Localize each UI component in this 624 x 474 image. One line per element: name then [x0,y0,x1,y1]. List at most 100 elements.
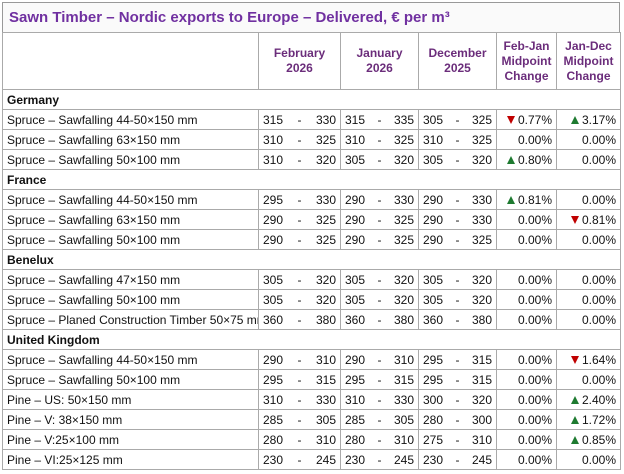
price-cell: 315-335 [340,109,419,130]
table-body: Germany Spruce – Sawfalling 44-50×150 mm 3… [2,89,621,470]
change-cell: 0.00% [496,409,557,430]
change-cell: 0.00% [496,369,557,390]
change-value: 0.00% [517,452,552,467]
price-cell: 310-325 [340,129,419,150]
price-low: 305 [423,152,444,167]
header-cell: December 2025 [418,32,497,90]
product-name: Pine – V:25×100 mm [2,429,259,450]
product-name: Spruce – Planed Construction Timber 50×7… [2,309,259,330]
price-range: 290-310 [345,353,414,367]
change-value: 0.00% [581,372,616,387]
price-high: 320 [471,272,492,287]
price-high: 330 [315,112,336,127]
header-cell: February 2026 [258,32,341,90]
price-range: 305-320 [263,273,336,287]
section-row: Benelux [2,249,621,270]
price-cell: 315-330 [258,109,341,130]
price-range: 290-330 [345,193,414,207]
price-high: 320 [393,272,414,287]
price-low: 295 [263,372,284,387]
change-value: 0.00% [517,372,552,387]
price-cell: 360-380 [340,309,419,330]
price-cell: 290-325 [418,229,497,250]
price-separator: - [377,212,382,227]
product-row: Spruce – Planed Construction Timber 50×7… [2,309,621,330]
price-cell: 290-325 [258,209,341,230]
price-low: 295 [345,372,366,387]
price-separator: - [377,152,382,167]
price-range: 305-320 [423,273,492,287]
price-cell: 305-320 [340,289,419,310]
product-name: Pine – US: 50×150 mm [2,389,259,410]
change-cell: 0.81% [556,209,621,230]
price-range: 230-245 [263,453,336,467]
price-separator: - [455,312,460,327]
price-low: 290 [423,212,444,227]
price-low: 360 [263,312,284,327]
price-separator: - [455,152,460,167]
price-high: 330 [315,192,336,207]
change-cell: 1.64% [556,349,621,370]
price-cell: 305-320 [340,149,419,170]
price-cell: 310-325 [258,129,341,150]
price-cell: 305-325 [418,109,497,130]
product-name: Spruce – Sawfalling 44-50×150 mm [2,189,259,210]
product-row: Spruce – Sawfalling 50×100 mm 310-320 305-… [2,149,621,170]
price-cell: 310-325 [418,129,497,150]
change-value: 0.00% [517,292,552,307]
price-cell: 295-315 [418,369,497,390]
price-separator: - [377,432,382,447]
price-high: 320 [393,152,414,167]
price-separator: - [377,292,382,307]
price-separator: - [455,112,460,127]
price-cell: 280-300 [418,409,497,430]
price-low: 310 [345,132,366,147]
price-high: 320 [315,292,336,307]
price-cell: 310-320 [258,149,341,170]
product-row: Spruce – Sawfalling 47×150 mm 305-320 305-… [2,269,621,290]
change-cell: 0.00% [556,369,621,390]
price-range: 295-315 [423,373,492,387]
change-value: 0.00% [581,152,616,167]
price-high: 320 [471,292,492,307]
change-cell: 0.00% [496,129,557,150]
price-high: 305 [315,412,336,427]
header-line: 2026 [286,61,313,75]
change-value: 0.00% [517,312,552,327]
change-value: 0.00% [581,192,616,207]
change-cell: 0.00% [496,349,557,370]
price-separator: - [377,112,382,127]
product-name: Pine – VI:25×125 mm [2,449,259,470]
price-high: 310 [393,352,414,367]
price-high: 380 [471,312,492,327]
change-value: 2.40% [581,392,616,407]
price-low: 290 [263,352,284,367]
price-separator: - [455,452,460,467]
price-cell: 280-310 [340,429,419,450]
change-cell: 0.00% [556,189,621,210]
product-row: Spruce – Sawfalling 44-50×150 mm 295-330 2… [2,189,621,210]
change-value: 0.00% [517,432,552,447]
product-row: Spruce – Sawfalling 44-50×150 mm 290-310 2… [2,349,621,370]
product-name: Spruce – Sawfalling 50×100 mm [2,369,259,390]
header-cell: Jan-Dec Midpoint Change [556,32,621,90]
price-range: 290-330 [423,193,492,207]
product-name: Spruce – Sawfalling 44-50×150 mm [2,349,259,370]
price-range: 275-310 [423,433,492,447]
product-row: Spruce – Sawfalling 63×150 mm 310-325 310-… [2,129,621,150]
change-value: 0.00% [581,272,616,287]
price-range: 290-325 [423,233,492,247]
price-cell: 230-245 [340,449,419,470]
price-low: 305 [263,292,284,307]
price-cell: 290-310 [258,349,341,370]
header-line: February [273,46,326,60]
price-range: 305-320 [263,293,336,307]
product-row: Pine – V: 38×150 mm 285-305 285-305 280-300… [2,409,621,430]
change-cell: 0.00% [496,289,557,310]
price-range: 285-305 [263,413,336,427]
price-separator: - [297,192,302,207]
change-value: 0.00% [517,132,552,147]
price-separator: - [297,212,302,227]
change-cell: 0.00% [556,269,621,290]
price-high: 300 [471,412,492,427]
